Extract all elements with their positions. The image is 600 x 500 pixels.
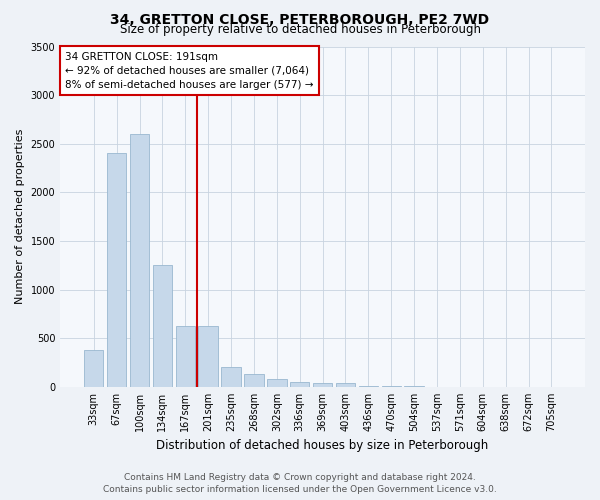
Bar [107, 154, 127, 387]
Bar [267, 379, 287, 387]
Text: 34 GRETTON CLOSE: 191sqm
← 92% of detached houses are smaller (7,064)
8% of semi: 34 GRETTON CLOSE: 191sqm ← 92% of detach… [65, 52, 314, 90]
Text: Size of property relative to detached houses in Peterborough: Size of property relative to detached ho… [119, 22, 481, 36]
Bar [244, 374, 263, 387]
Bar [336, 382, 355, 387]
Bar [130, 134, 149, 387]
Y-axis label: Number of detached properties: Number of detached properties [15, 129, 25, 304]
Bar [176, 326, 195, 387]
Bar [221, 368, 241, 387]
Text: Contains HM Land Registry data © Crown copyright and database right 2024.
Contai: Contains HM Land Registry data © Crown c… [103, 472, 497, 494]
Text: 34, GRETTON CLOSE, PETERBOROUGH, PE2 7WD: 34, GRETTON CLOSE, PETERBOROUGH, PE2 7WD [110, 12, 490, 26]
Bar [152, 266, 172, 387]
Bar [313, 382, 332, 387]
Bar [84, 350, 103, 387]
X-axis label: Distribution of detached houses by size in Peterborough: Distribution of detached houses by size … [157, 440, 489, 452]
Bar [199, 326, 218, 387]
Bar [290, 382, 310, 387]
